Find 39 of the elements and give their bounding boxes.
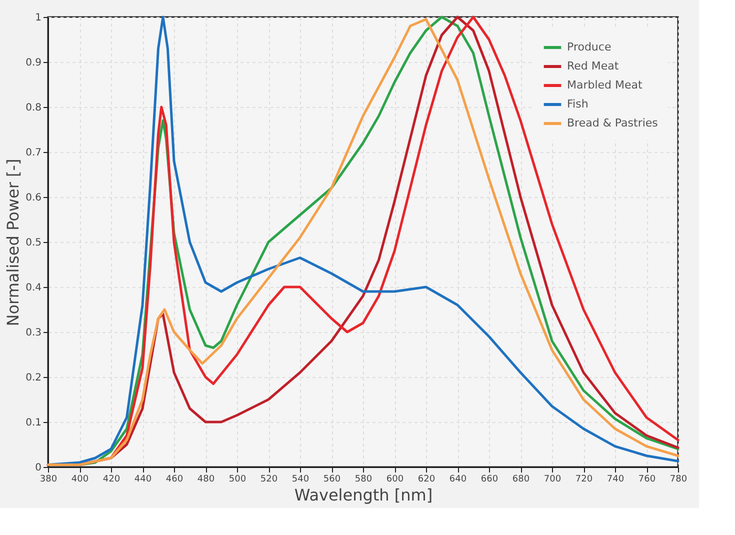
y-tick-label: 0.2: [26, 372, 42, 384]
x-tick-label: 420: [102, 474, 120, 484]
x-tick-label: 680: [512, 474, 530, 484]
x-tick-label: 520: [260, 474, 278, 484]
legend-label: Marbled Meat: [567, 78, 644, 92]
y-tick-label: 0.8: [26, 102, 42, 114]
y-tick-label: 0.4: [26, 282, 42, 294]
y-tick-label: 0.1: [26, 418, 42, 428]
x-tick-label: 740: [606, 474, 624, 484]
x-tick-label: 400: [71, 474, 89, 484]
legend-label: Red Meat: [567, 60, 620, 72]
x-tick-label: 460: [166, 474, 184, 484]
y-tick-label: 1: [35, 12, 42, 24]
x-tick-label: 660: [480, 474, 498, 484]
x-tick-label: 540: [292, 474, 310, 484]
y-axis-title: Normalised Power [-]: [4, 158, 23, 326]
x-tick-label: 780: [670, 474, 688, 484]
y-tick-label: 0.3: [26, 328, 42, 338]
x-tick-label: 380: [40, 474, 58, 484]
x-tick-label: 440: [134, 474, 152, 484]
x-tick-label: 640: [449, 474, 467, 484]
x-tick-label: 700: [544, 474, 562, 484]
x-tick-label: 720: [575, 474, 593, 484]
legend-label: Bread & Pastries: [567, 116, 658, 130]
x-axis-title: Wavelength [nm]: [294, 486, 433, 504]
legend-label: Produce: [567, 40, 612, 54]
x-tick-label: 500: [228, 474, 246, 484]
x-tick-label: 600: [386, 474, 404, 484]
x-tick-label: 580: [354, 474, 372, 484]
x-tick-label: 480: [197, 474, 215, 484]
y-tick-label: 0.5: [26, 238, 42, 248]
y-tick-label: 0.7: [26, 148, 42, 158]
x-tick-label: 560: [323, 474, 341, 484]
legend-label: Fish: [567, 98, 588, 110]
y-tick-label: 0: [35, 462, 42, 474]
x-tick-label: 760: [638, 474, 656, 484]
y-tick-label: 0.6: [26, 192, 42, 204]
x-tick-label: 620: [418, 474, 436, 484]
y-tick-label: 0.9: [26, 58, 42, 68]
